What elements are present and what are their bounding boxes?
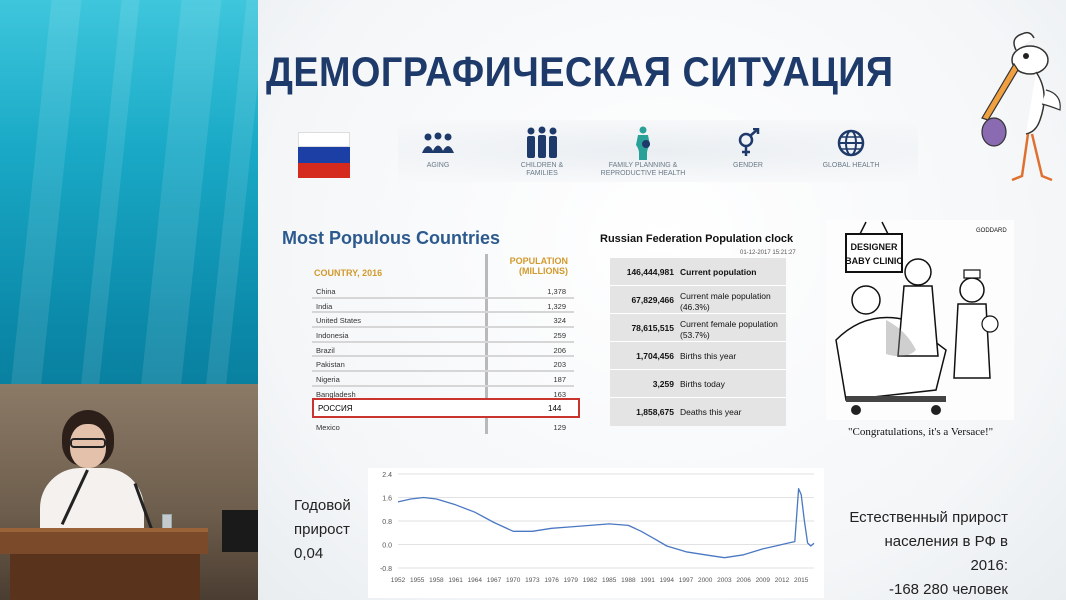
topic-gender: GENDER — [728, 126, 768, 170]
x-tick-label: 1991 — [640, 577, 655, 584]
populous-table: COUNTRY, 2016 POPULATION (MILLIONS) Chin… — [312, 254, 580, 434]
gender-icon — [728, 126, 768, 160]
y-tick-label: 0.0 — [382, 543, 392, 550]
aging-icon — [416, 126, 460, 160]
clock-row: 1,858,675 Deaths this year — [636, 407, 742, 417]
column-header-population: POPULATION (MILLIONS) — [509, 256, 568, 276]
topic-global-health: GLOBAL HEALTH — [816, 126, 886, 170]
cartoon-sign-line2: BABY CLINIC — [845, 256, 903, 266]
cartoon-caption: "Congratulations, it's a Versace!" — [848, 426, 994, 438]
table-row: Brazil 206 — [312, 343, 574, 358]
y-tick-label: 0.8 — [382, 519, 392, 526]
clock-row: 3,259 Births today — [610, 370, 786, 398]
world-map-background — [398, 120, 918, 182]
topic-family-planning: FAMILY PLANNING & REPRODUCTIVE HEALTH — [598, 126, 688, 178]
column-header-country: COUNTRY, 2016 — [314, 268, 383, 278]
y-tick-label: 1.6 — [382, 496, 392, 503]
x-tick-label: 1994 — [660, 577, 675, 584]
cartoon-signature: GODDARD — [976, 228, 1007, 234]
topic-aging: AGING — [416, 126, 460, 170]
x-tick-label: 2015 — [794, 577, 809, 584]
x-tick-label: 1961 — [448, 577, 463, 584]
x-tick-label: 1973 — [525, 577, 540, 584]
x-tick-label: 2000 — [698, 577, 713, 584]
x-tick-label: 2009 — [756, 577, 771, 584]
designer-baby-cartoon: DESIGNER BABY CLINIC GODDARD — [826, 220, 1014, 420]
growth-line-chart: 2.4 1.6 0.8 0.0 -0.8 1952 1955 1958 1961 1964 1967… — [368, 468, 824, 598]
y-tick-label: 2.4 — [382, 472, 392, 479]
clock-row: 67,829,466 Current male population (46.3%… — [610, 286, 786, 314]
x-tick-label: 1970 — [506, 577, 521, 584]
children-families-icon — [516, 126, 568, 160]
russia-flag-icon — [298, 132, 350, 178]
highlighted-row-russia: РОССИЯ 144 — [312, 398, 580, 418]
global-health-icon — [816, 126, 886, 160]
column-divider — [485, 254, 488, 434]
table-row: United States 324 — [312, 313, 574, 329]
podium — [0, 528, 208, 554]
x-tick-label: 1976 — [544, 577, 559, 584]
populous-rows: China 1,378 India 1,329 United States 324 I… — [312, 284, 574, 402]
series-line — [397, 488, 815, 559]
presentation-slide: ДЕМОГРАФИЧЕСКАЯ СИТУАЦИЯ AGING CHILDREN … — [258, 0, 1066, 600]
podium-base — [10, 554, 200, 600]
table-row: India 1,329 — [312, 299, 574, 314]
clock-timestamp: 01-12-2017 15:21:27 — [740, 250, 796, 256]
stork-illustration — [981, 31, 1061, 182]
family-planning-icon — [598, 126, 688, 160]
table-row: Pakistan 203 — [312, 357, 574, 373]
x-tick-label: 1967 — [487, 577, 502, 584]
clock-row: 1,704,456 Births this year — [610, 342, 786, 370]
y-tick-label: -0.8 — [380, 566, 392, 573]
population-clock: 146,444,981 Current population 67,829,466… — [610, 258, 786, 426]
x-tick-label: 1982 — [583, 577, 598, 584]
clock-row: 78,615,515 Current female population (53.… — [610, 314, 786, 342]
topic-children-families: CHILDREN & FAMILIES — [516, 126, 568, 178]
clock-title: Russian Federation Population clock — [600, 233, 794, 245]
populous-title: Most Populous Countries — [282, 228, 500, 248]
monitor — [222, 510, 258, 552]
slide-title: ДЕМОГРАФИЧЕСКАЯ СИТУАЦИЯ — [266, 48, 894, 95]
x-tick-label: 2006 — [736, 577, 751, 584]
annual-growth-note: Годовой прирост 0,04 — [294, 497, 351, 562]
x-tick-label: 1964 — [468, 577, 483, 584]
speaker-glasses — [70, 438, 106, 448]
x-tick-label: 1988 — [621, 577, 636, 584]
chart-background — [368, 468, 824, 598]
x-tick-label: 2003 — [717, 577, 732, 584]
clock-row: 146,444,981 Current population — [610, 258, 786, 286]
table-row: Nigeria 187 — [312, 372, 574, 387]
natural-growth-note: Естественный прирост населения в РФ в 20… — [849, 509, 1008, 598]
x-tick-label: 1958 — [429, 577, 444, 584]
table-row: Indonesia 259 — [312, 328, 574, 343]
cartoon-sign-line1: DESIGNER — [850, 242, 898, 252]
table-row: Mexico 129 — [316, 423, 566, 432]
table-row: China 1,378 — [312, 284, 574, 299]
x-tick-label: 1955 — [410, 577, 425, 584]
x-tick-label: 1979 — [564, 577, 579, 584]
x-tick-label: 2012 — [775, 577, 790, 584]
x-tick-label: 1952 — [391, 577, 406, 584]
x-tick-label: 1997 — [679, 577, 694, 584]
x-tick-label: 1985 — [602, 577, 617, 584]
